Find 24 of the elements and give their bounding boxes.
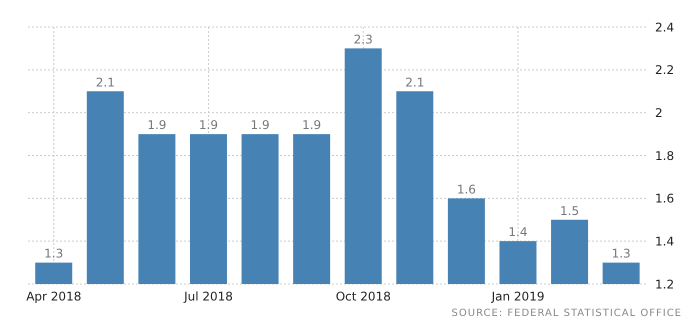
data-label: 1.5 <box>560 204 580 218</box>
data-label: 2.3 <box>354 32 373 46</box>
x-tick-label: Oct 2018 <box>336 290 391 304</box>
x-tick-label: Jan 2019 <box>490 290 544 304</box>
x-tick-label: Apr 2018 <box>26 290 82 304</box>
y-tick-label: 2.2 <box>655 63 674 78</box>
data-label: 1.6 <box>456 182 476 196</box>
data-label: 1.9 <box>302 118 322 132</box>
y-tick-label: 1.2 <box>655 277 674 292</box>
data-label: 1.3 <box>612 246 631 261</box>
data-label: 1.4 <box>508 225 528 240</box>
data-label: 2.1 <box>405 75 424 90</box>
data-label: 2.1 <box>96 75 115 90</box>
x-tick-label: Jul 2018 <box>183 290 233 304</box>
y-tick-label: 2.4 <box>655 20 674 34</box>
y-tick-label: 1.8 <box>655 148 674 163</box>
y-tick-label: 1.6 <box>655 192 674 206</box>
data-label: 1.9 <box>250 118 270 132</box>
data-label: 1.9 <box>147 118 166 132</box>
data-label: 1.3 <box>44 246 64 261</box>
data-label: 1.9 <box>198 118 218 132</box>
y-tick-label: 2 <box>655 106 663 120</box>
y-tick-label: 1.4 <box>655 234 674 248</box>
source-note: SOURCE: FEDERAL STATISTICAL OFFICE <box>450 308 683 319</box>
